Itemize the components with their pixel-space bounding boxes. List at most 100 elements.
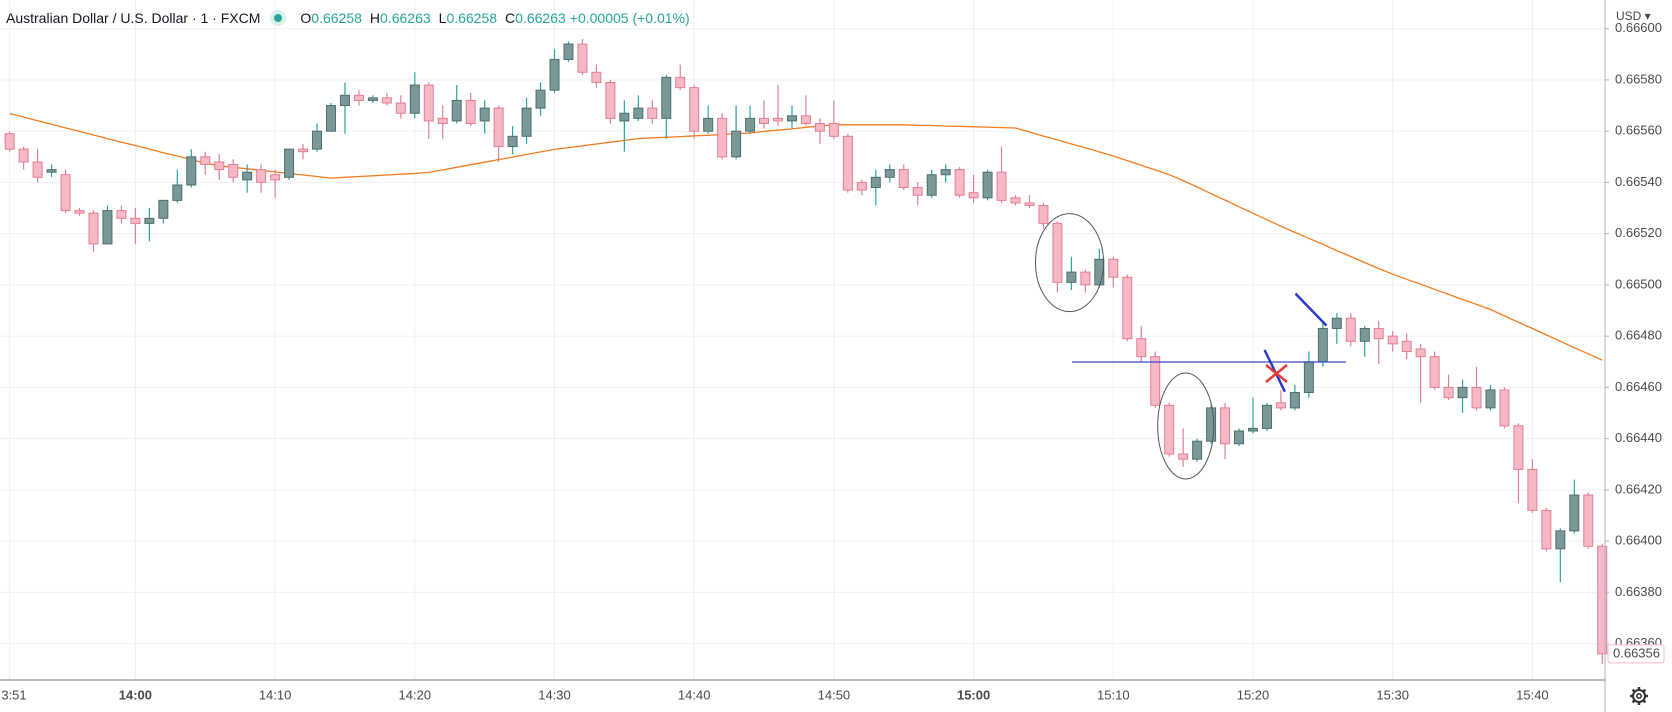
candle-body (773, 117, 784, 122)
candle-body (1555, 530, 1566, 550)
candle-body (270, 174, 281, 181)
candle-body (144, 217, 155, 224)
candle-body (1345, 317, 1356, 342)
candle-body (731, 130, 742, 158)
candle-body (884, 169, 895, 178)
ohlc-values: O 0.66258 H 0.66263 L 0.66258 C 0.66263 (296, 10, 569, 26)
ohlc-value: 0.66263 (515, 10, 566, 26)
candle-body (549, 58, 560, 91)
y-tick-label: 0.66420 (1615, 481, 1662, 496)
candle-body (32, 161, 43, 178)
last-price-box (1607, 644, 1665, 664)
candle-body (451, 99, 462, 122)
candle-body (982, 171, 993, 199)
candle-body (1052, 222, 1063, 283)
candle-body (577, 43, 588, 73)
candle-body (200, 156, 211, 165)
x-tick-label: 15:20 (1237, 687, 1270, 702)
candle-body (298, 148, 309, 153)
candle-body (940, 169, 951, 176)
candle-body (1527, 468, 1538, 511)
settings-icon[interactable] (1630, 687, 1648, 705)
candle-body (242, 171, 253, 181)
circle-annotation (1035, 213, 1104, 313)
candle-body (1066, 271, 1077, 283)
candle-body (88, 212, 99, 245)
market-status (274, 14, 283, 22)
candle-body (1569, 494, 1580, 532)
legend-header: Australian Dollar / U.S. Dollar · 1 · FX… (6, 10, 694, 26)
candle-body (1485, 389, 1496, 409)
candle-body (1080, 271, 1091, 286)
x-tick-label: 14:50 (818, 687, 851, 702)
ohlc-key: O (300, 10, 312, 26)
candle-body (479, 107, 490, 122)
x-tick-label: 14:20 (399, 687, 432, 702)
cross-mark (1265, 364, 1288, 383)
candle-body (842, 135, 853, 191)
candle-body (1150, 356, 1161, 406)
candle-body (1094, 258, 1105, 286)
y-tick-label: 0.66480 (1615, 328, 1662, 343)
candle-body (1373, 327, 1384, 340)
candle-body (1220, 407, 1231, 445)
candle-body (591, 71, 602, 84)
y-tick-label: 0.66440 (1615, 430, 1662, 445)
x-tick-label: 14:10 (259, 687, 292, 702)
candle-body (1513, 425, 1524, 470)
y-tick-label: 0.66520 (1615, 225, 1662, 240)
candle-body (633, 107, 644, 119)
ma-line (9, 112, 1603, 361)
candle-body (1024, 202, 1035, 206)
drawings (1035, 213, 1346, 480)
candle-body (256, 169, 267, 183)
candle-body (465, 99, 476, 124)
candle-body (1401, 340, 1412, 353)
candle-body (996, 171, 1007, 201)
ohlc-value: 0.66263 (380, 10, 431, 26)
candle-body (493, 107, 504, 148)
candle-body (339, 94, 350, 107)
candle-body (1178, 453, 1189, 460)
x-tick-label: 14:40 (678, 687, 711, 702)
candle-body (703, 117, 714, 132)
x-tick-label: 15:30 (1376, 687, 1409, 702)
candle-body (102, 210, 113, 245)
grid (0, 0, 1605, 680)
candle-body (312, 130, 323, 150)
candle-body (800, 115, 811, 124)
candle-body (1206, 407, 1217, 442)
candle-body (116, 210, 127, 219)
candle-body (1289, 392, 1300, 409)
candle-body (1457, 386, 1468, 399)
candle-body (1317, 327, 1328, 363)
candle-body (158, 199, 169, 219)
candle-body (381, 97, 392, 104)
candle-body (535, 89, 546, 109)
axes: 0.663600.663800.664000.664200.664400.664… (1, 20, 1665, 702)
ohlc-value: 0.66258 (311, 10, 362, 26)
y-tick-label: 0.66600 (1615, 20, 1662, 35)
currency: USD (1616, 9, 1642, 23)
currency-selector[interactable]: USD ▾ (1616, 9, 1651, 23)
candle-body (130, 217, 141, 224)
candle-body (856, 181, 867, 191)
x-tick-label: 15:40 (1516, 687, 1549, 702)
candle-body (898, 169, 909, 189)
candle-body (172, 184, 183, 201)
candle-body (745, 117, 756, 132)
candle-body (828, 122, 839, 137)
candle-body (214, 161, 225, 171)
candle-body (1331, 317, 1342, 329)
candle-body (1136, 338, 1147, 358)
candle-body (1499, 389, 1510, 427)
candle-body (1359, 327, 1370, 342)
candle-body (46, 169, 57, 173)
candle-body (1192, 440, 1203, 460)
candle-body (18, 148, 29, 163)
candle-body (1443, 386, 1454, 399)
trend-line (1294, 292, 1328, 327)
y-tick-label: 0.66460 (1615, 379, 1662, 394)
